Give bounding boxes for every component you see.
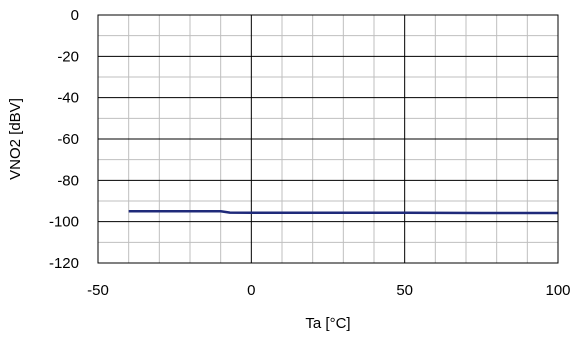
x-tick-labels: -50 0 50 100: [87, 282, 570, 299]
series-layer: [128, 210, 558, 215]
y-tick-labels: 0 -20 -40 -60 -80 -100 -120: [49, 7, 79, 272]
y-tick-label: -60: [57, 131, 79, 148]
x-tick-label: 0: [247, 282, 255, 299]
x-axis-label: Ta [°C]: [305, 315, 350, 332]
y-tick-label: -80: [57, 172, 79, 189]
y-tick-label: -120: [49, 255, 79, 272]
y-axis-label: VNO2 [dBV]: [7, 98, 24, 180]
x-tick-label: -50: [87, 282, 109, 299]
series-line: [128, 210, 558, 215]
y-tick-label: -100: [49, 214, 79, 231]
x-tick-label: 100: [545, 282, 570, 299]
y-tick-label: -20: [57, 48, 79, 65]
plot-frame: [97, 14, 559, 264]
x-tick-label: 50: [396, 282, 413, 299]
y-tick-label: 0: [71, 7, 79, 24]
y-tick-label: -40: [57, 90, 79, 107]
